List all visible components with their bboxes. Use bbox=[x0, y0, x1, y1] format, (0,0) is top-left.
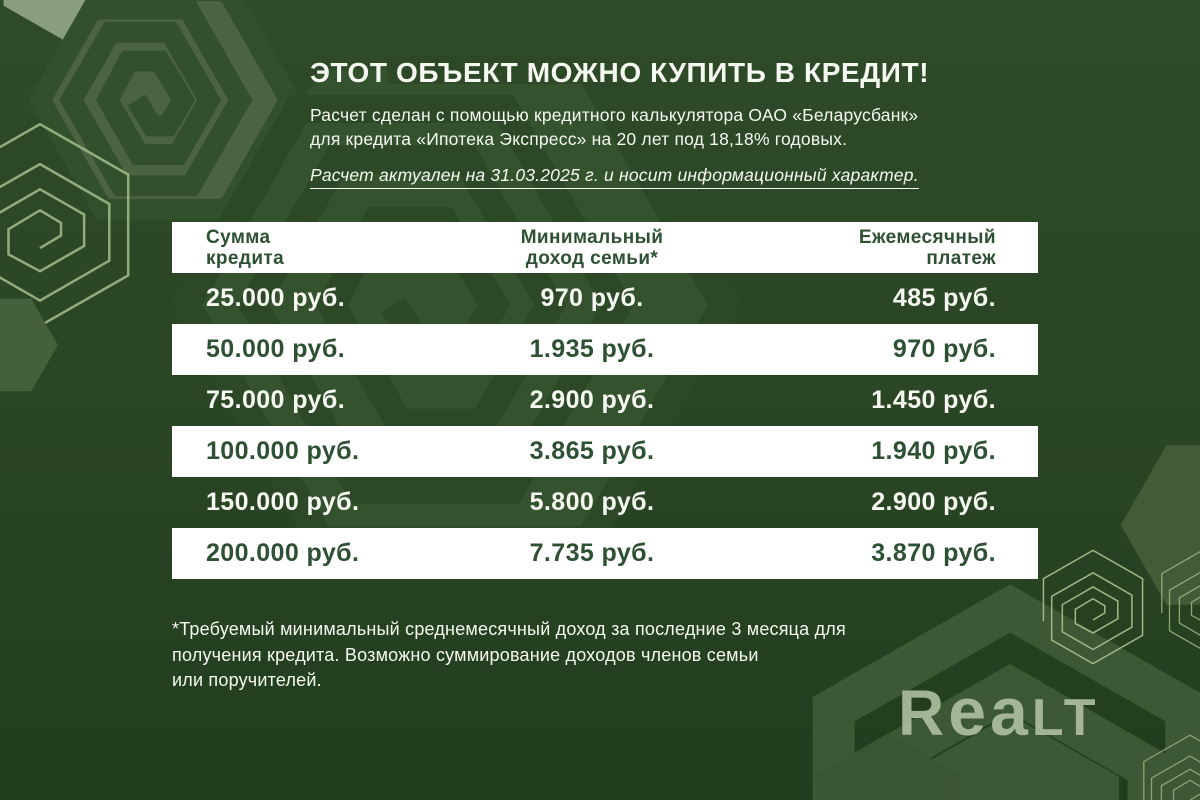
realt-logo-letter: L bbox=[1031, 689, 1064, 747]
realt-logo-letter: T bbox=[1063, 689, 1100, 747]
header-line: Ежемесячный bbox=[858, 226, 996, 248]
min-income-value: 970 руб. bbox=[540, 284, 644, 312]
footnote: *Требуемый минимальный среднемесячный до… bbox=[172, 617, 1052, 694]
realt-logo: ReaLT bbox=[898, 678, 1100, 746]
col-header-monthly-payment: Ежемесячный платеж bbox=[744, 227, 1038, 269]
min-income-value: 3.865 руб. bbox=[529, 437, 655, 465]
validity-note: Расчет актуален на 31.03.2025 г. и носит… bbox=[310, 165, 1090, 189]
table-row: 150.000 руб. 5.800 руб. 2.900 руб. bbox=[172, 477, 1038, 528]
table-row: 25.000 руб. 970 руб. 485 руб. bbox=[172, 273, 1038, 324]
col-header-min-income: Минимальный доход семьи* bbox=[440, 227, 743, 269]
monthly-payment-value: 1.450 руб. bbox=[871, 386, 996, 414]
credit-sum-value: 75.000 руб. bbox=[206, 386, 346, 414]
subtitle-line: для кредита «Ипотека Экспресс» на 20 лет… bbox=[310, 129, 848, 149]
min-income-value: 5.800 руб. bbox=[529, 488, 655, 516]
realt-logo-letter: e bbox=[948, 674, 991, 750]
credit-sum-value: 150.000 руб. bbox=[206, 488, 360, 516]
header-line: Минимальный bbox=[520, 226, 664, 248]
monthly-payment-value: 2.900 руб. bbox=[871, 488, 996, 516]
header-line: доход семьи* bbox=[525, 247, 659, 269]
footnote-line: получения кредита. Возможно суммирование… bbox=[172, 644, 759, 665]
credit-table: Сумма кредита Минимальный доход семьи* Е… bbox=[172, 222, 1038, 579]
col-header-credit-sum: Сумма кредита bbox=[172, 227, 440, 269]
monthly-payment-value: 1.940 руб. bbox=[871, 437, 996, 465]
footnote-line: *Требуемый минимальный среднемесячный до… bbox=[172, 619, 846, 639]
min-income-value: 2.900 руб. bbox=[529, 386, 655, 414]
min-income-value: 1.935 руб. bbox=[529, 335, 655, 363]
subtitle-line: Расчет сделан с помощью кредитного кальк… bbox=[310, 105, 919, 125]
page-title: ЭТОТ ОБЪЕКТ МОЖНО КУПИТЬ В КРЕДИТ! bbox=[310, 57, 930, 88]
table-row: 75.000 руб. 2.900 руб. 1.450 руб. bbox=[172, 375, 1038, 426]
validity-note-text: Расчет актуален на 31.03.2025 г. и носит… bbox=[310, 165, 919, 189]
monthly-payment-value: 485 руб. bbox=[892, 284, 996, 312]
monthly-payment-value: 970 руб. bbox=[892, 335, 996, 363]
header-line: платеж bbox=[926, 247, 996, 269]
header-line: кредита bbox=[206, 247, 285, 269]
realt-logo-letter: R bbox=[898, 677, 949, 749]
table-row: 100.000 руб. 3.865 руб. 1.940 руб. bbox=[172, 426, 1038, 477]
table-header-row: Сумма кредита Минимальный доход семьи* Е… bbox=[172, 222, 1038, 273]
subtitle: Расчет сделан с помощью кредитного кальк… bbox=[310, 103, 1090, 151]
footnote-line: или поручителей. bbox=[172, 670, 322, 690]
min-income-value: 7.735 руб. bbox=[529, 539, 655, 567]
realt-logo-letter: a bbox=[990, 674, 1032, 750]
credit-sum-value: 200.000 руб. bbox=[206, 539, 360, 567]
credit-sum-value: 50.000 руб. bbox=[206, 335, 346, 363]
header-line: Сумма bbox=[206, 226, 271, 248]
monthly-payment-value: 3.870 руб. bbox=[871, 539, 996, 567]
credit-sum-value: 25.000 руб. bbox=[206, 284, 346, 312]
table-row: 200.000 руб. 7.735 руб. 3.870 руб. bbox=[172, 528, 1038, 579]
table-row: 50.000 руб. 1.935 руб. 970 руб. bbox=[172, 324, 1038, 375]
credit-sum-value: 100.000 руб. bbox=[206, 437, 360, 465]
